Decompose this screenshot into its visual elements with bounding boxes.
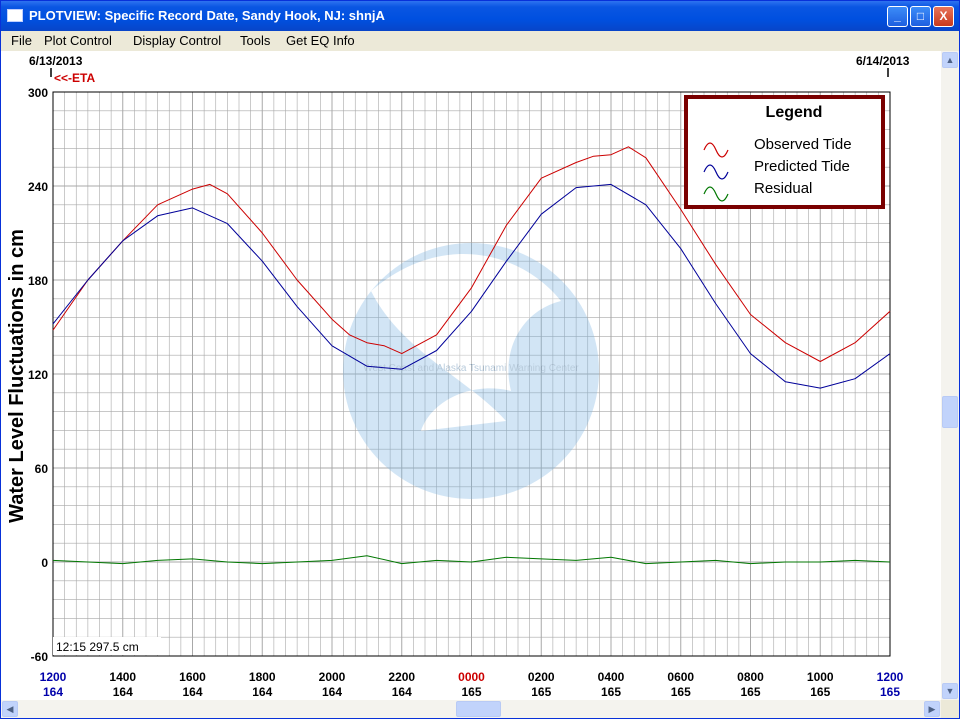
- date-left: 6/13/2013: [29, 54, 83, 68]
- x-tick-day: 165: [601, 685, 621, 699]
- app-icon: [7, 9, 23, 22]
- x-tick-time: 2200: [388, 670, 415, 684]
- legend-title: Legend: [766, 104, 823, 121]
- horizontal-scrollbar[interactable]: ◀ ▶: [1, 700, 941, 718]
- legend-residual: Residual: [754, 180, 812, 197]
- y-tick-label: 0: [41, 556, 48, 570]
- x-tick-time: 1800: [249, 670, 276, 684]
- tide-chart: 6/13/2013 <<-ETA 6/14/2013 West Coast an…: [6, 54, 910, 699]
- x-tick-time: 0400: [598, 670, 625, 684]
- vertical-scroll-thumb[interactable]: [942, 396, 958, 428]
- x-tick-day: 165: [671, 685, 691, 699]
- x-tick-time: 1400: [109, 670, 136, 684]
- cursor-readout: 12:15 297.5 cm: [56, 640, 139, 654]
- y-tick-label: -60: [31, 650, 49, 664]
- series-layer: [52, 146, 891, 565]
- y-axis-label: Water Level Fluctuations in cm: [6, 229, 28, 523]
- scroll-right-button[interactable]: ▶: [924, 701, 940, 717]
- series-residual: [52, 555, 891, 565]
- x-tick-day: 165: [810, 685, 830, 699]
- plot-area: 6/13/2013 <<-ETA 6/14/2013 West Coast an…: [1, 51, 941, 700]
- y-tick-label: 120: [28, 368, 48, 382]
- series-observed-tide: [52, 146, 891, 362]
- scroll-up-button[interactable]: ▲: [942, 52, 958, 68]
- window-title: PLOTVIEW: Specific Record Date, Sandy Ho…: [29, 8, 385, 23]
- x-tick-time: 0200: [528, 670, 555, 684]
- legend-swatch-residual: [703, 186, 729, 202]
- x-tick-time: 2000: [319, 670, 346, 684]
- x-tick-time: 0800: [737, 670, 764, 684]
- date-right: 6/14/2013: [856, 54, 910, 68]
- x-tick-day: 164: [182, 685, 202, 699]
- x-tick-time: 1600: [179, 670, 206, 684]
- y-tick-label: 60: [35, 462, 49, 476]
- legend-observed: Observed Tide: [754, 136, 852, 153]
- series-predicted-tide: [52, 183, 891, 389]
- watermark-bird: [371, 253, 561, 431]
- legend-predicted: Predicted Tide: [754, 158, 850, 175]
- menu-bar: File Plot Control Display Control Tools …: [1, 31, 959, 51]
- x-tick-day: 164: [113, 685, 133, 699]
- menu-get-eq-info[interactable]: Get EQ Info: [286, 33, 355, 48]
- x-tick-day: 164: [43, 685, 63, 699]
- legend-swatch-observed: [703, 142, 729, 158]
- menu-file[interactable]: File: [11, 33, 32, 48]
- minimize-button[interactable]: _: [887, 6, 908, 27]
- maximize-button[interactable]: □: [910, 6, 931, 27]
- scroll-left-button[interactable]: ◀: [2, 701, 18, 717]
- plot-frame: [52, 91, 891, 657]
- close-button[interactable]: X: [933, 6, 954, 27]
- eta-label: <<-ETA: [54, 71, 95, 85]
- x-tick-day: 165: [461, 685, 481, 699]
- watermark-circle: [343, 243, 599, 499]
- x-tick-day: 165: [880, 685, 900, 699]
- horizontal-scroll-thumb[interactable]: [456, 701, 501, 717]
- x-tick-day: 164: [322, 685, 342, 699]
- menu-plot-control[interactable]: Plot Control: [44, 33, 112, 48]
- noaa-watermark: West Coast and Alaska Tsunami Warning Ce…: [343, 243, 599, 499]
- x-tick-time: 1200: [40, 670, 67, 684]
- legend-swatch-predicted: [703, 164, 729, 180]
- x-axis: 1200164140016416001641800164200016422001…: [40, 670, 904, 699]
- legend: Legend Observed Tide Predicted Tide Resi…: [684, 95, 885, 209]
- vertical-scrollbar[interactable]: ▲ ▼: [941, 51, 959, 700]
- y-tick-label: 300: [28, 86, 48, 100]
- x-tick-day: 165: [740, 685, 760, 699]
- x-tick-time: 0000: [458, 670, 485, 684]
- x-tick-day: 165: [531, 685, 551, 699]
- menu-display-control[interactable]: Display Control: [133, 33, 222, 48]
- legend-box: [684, 95, 885, 209]
- x-tick-time: 1200: [877, 670, 904, 684]
- x-tick-day: 164: [252, 685, 272, 699]
- scroll-down-button[interactable]: ▼: [942, 683, 958, 699]
- menu-tools[interactable]: Tools: [240, 33, 271, 48]
- y-tick-label: 240: [28, 180, 48, 194]
- y-tick-label: 180: [28, 274, 48, 288]
- readout-box: [53, 637, 161, 655]
- title-bar[interactable]: PLOTVIEW: Specific Record Date, Sandy Ho…: [1, 1, 959, 31]
- x-tick-time: 1000: [807, 670, 834, 684]
- x-tick-day: 164: [392, 685, 412, 699]
- x-tick-time: 0600: [667, 670, 694, 684]
- y-axis: 300 240 180 120 60 0 -60: [28, 86, 48, 664]
- watermark-text: West Coast and Alaska Tsunami Warning Ce…: [363, 363, 579, 374]
